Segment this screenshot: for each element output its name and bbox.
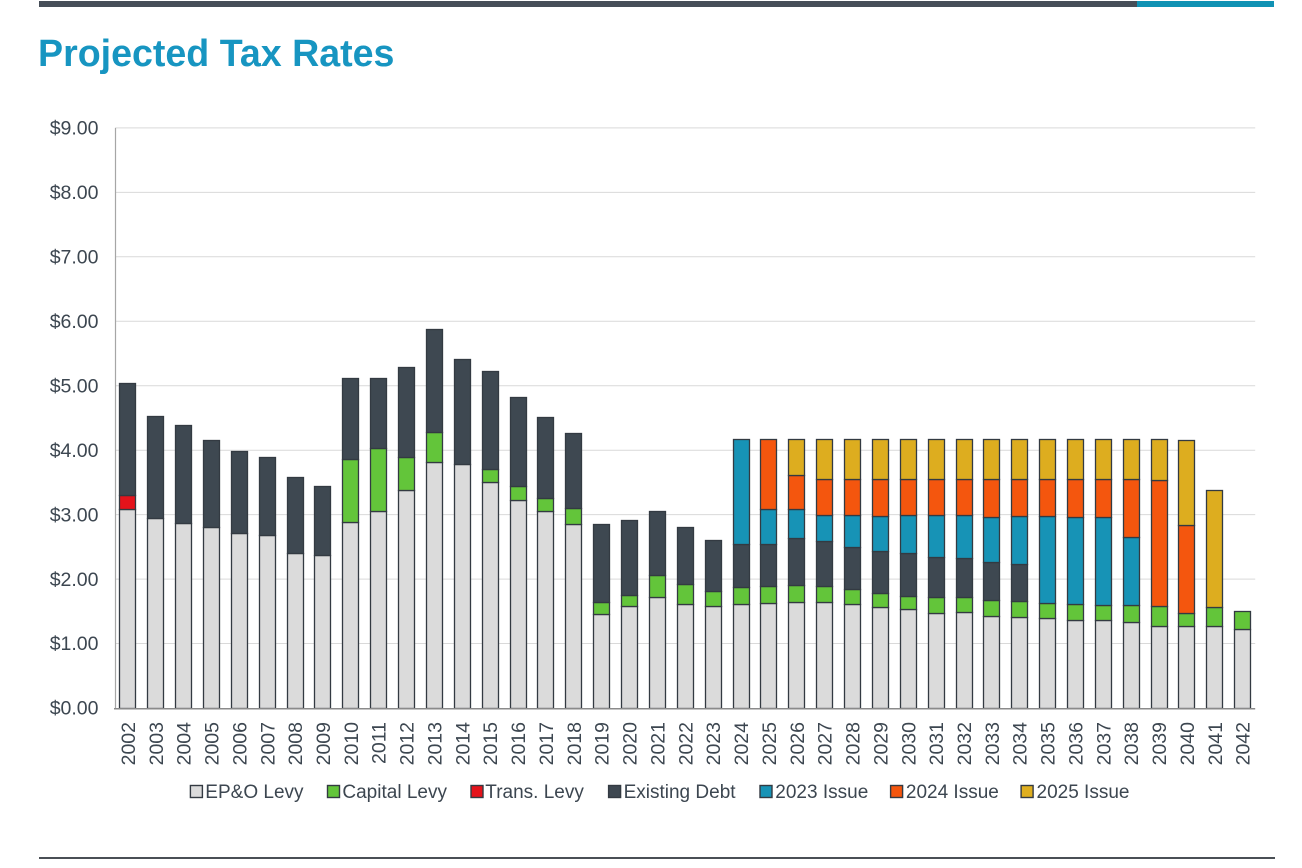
svg-text:$6.00: $6.00: [50, 311, 99, 333]
svg-text:2031: 2031: [926, 722, 948, 765]
svg-text:2023: 2023: [703, 722, 725, 765]
svg-text:2024 Issue: 2024 Issue: [906, 782, 999, 803]
svg-text:2022: 2022: [675, 722, 697, 765]
svg-text:$4.00: $4.00: [50, 440, 99, 462]
svg-text:2029: 2029: [870, 722, 892, 765]
svg-text:$9.00: $9.00: [50, 118, 99, 140]
svg-text:2020: 2020: [620, 722, 642, 766]
svg-text:2038: 2038: [1121, 722, 1143, 765]
svg-text:Capital Levy: Capital Levy: [342, 782, 447, 803]
svg-text:2012: 2012: [397, 722, 419, 765]
svg-text:2034: 2034: [1010, 722, 1032, 766]
svg-text:2019: 2019: [592, 722, 614, 765]
svg-text:2011: 2011: [369, 722, 391, 764]
svg-text:Existing Debt: Existing Debt: [624, 782, 737, 803]
svg-text:2041: 2041: [1205, 722, 1227, 765]
svg-text:2008: 2008: [285, 722, 307, 765]
svg-text:2004: 2004: [174, 722, 196, 766]
svg-text:2006: 2006: [229, 722, 251, 765]
svg-text:EP&O Levy: EP&O Levy: [205, 782, 304, 803]
svg-text:2018: 2018: [564, 722, 586, 765]
svg-text:2002: 2002: [118, 722, 140, 765]
svg-text:2003: 2003: [146, 722, 168, 765]
svg-text:2007: 2007: [257, 722, 279, 765]
svg-text:2013: 2013: [424, 722, 446, 765]
svg-text:2015: 2015: [480, 722, 502, 766]
svg-text:2040: 2040: [1177, 722, 1199, 766]
svg-text:2027: 2027: [815, 722, 837, 765]
svg-text:2024: 2024: [731, 722, 753, 766]
svg-text:2025: 2025: [759, 722, 781, 766]
svg-text:$8.00: $8.00: [50, 182, 99, 204]
svg-text:2042: 2042: [1233, 722, 1255, 765]
svg-text:2021: 2021: [647, 722, 669, 765]
svg-text:$7.00: $7.00: [50, 247, 99, 269]
svg-text:$2.00: $2.00: [50, 569, 99, 591]
svg-text:$3.00: $3.00: [50, 504, 99, 526]
svg-text:2028: 2028: [843, 722, 865, 765]
svg-text:2005: 2005: [202, 722, 224, 766]
svg-text:2010: 2010: [341, 722, 363, 766]
svg-text:2017: 2017: [536, 722, 558, 765]
svg-text:2033: 2033: [982, 722, 1004, 765]
svg-text:2025 Issue: 2025 Issue: [1037, 782, 1130, 803]
svg-text:$1.00: $1.00: [50, 633, 99, 655]
svg-text:2037: 2037: [1093, 722, 1115, 765]
svg-text:Trans. Levy: Trans. Levy: [485, 782, 584, 803]
svg-text:$5.00: $5.00: [50, 375, 99, 397]
svg-text:2026: 2026: [787, 722, 809, 765]
svg-text:2030: 2030: [898, 722, 920, 766]
svg-text:2009: 2009: [313, 722, 335, 765]
svg-text:2016: 2016: [508, 722, 530, 765]
svg-text:2014: 2014: [452, 722, 474, 766]
svg-text:2032: 2032: [954, 722, 976, 765]
svg-text:2039: 2039: [1149, 722, 1171, 765]
svg-text:$0.00: $0.00: [50, 698, 99, 720]
svg-text:2036: 2036: [1065, 722, 1087, 765]
svg-text:2023 Issue: 2023 Issue: [775, 782, 868, 803]
svg-text:2035: 2035: [1038, 722, 1060, 766]
